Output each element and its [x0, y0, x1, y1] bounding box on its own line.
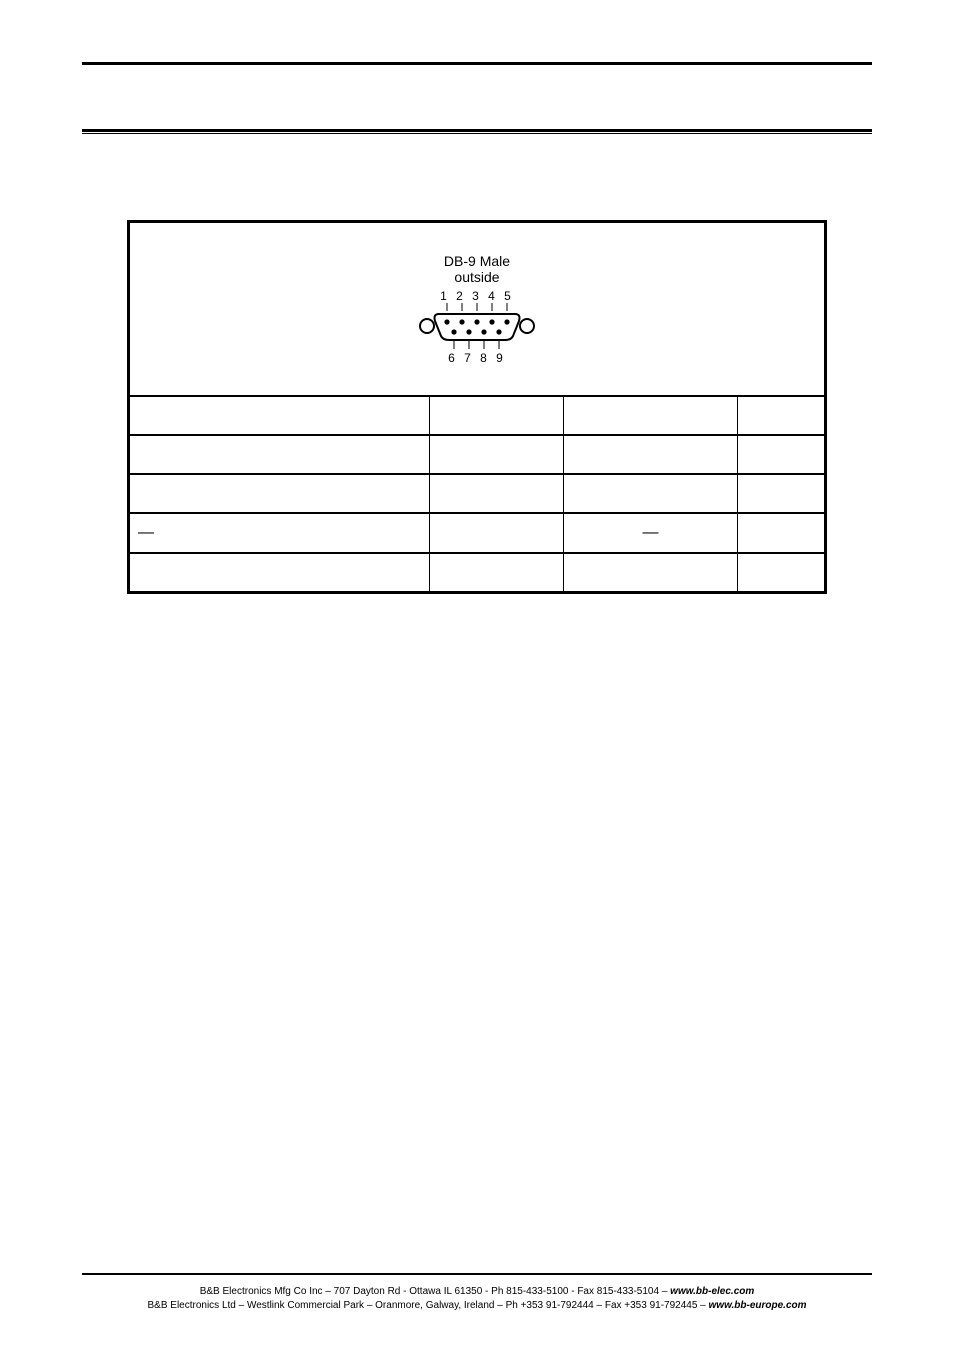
- table-row: — —: [130, 512, 824, 552]
- db9-pins-top: 1 2 3 4 5: [440, 289, 514, 303]
- cell-name: [130, 554, 430, 591]
- table-header-row: [130, 395, 824, 434]
- cell-name: [130, 475, 430, 512]
- db9-diagram-cell: DB-9 Male outside 1 2 3 4 5: [130, 223, 824, 395]
- cell-signal: [564, 436, 738, 473]
- cell-signal: [564, 475, 738, 512]
- cell-pin: [738, 475, 824, 512]
- footer-line1-url: www.bb-elec.com: [670, 1286, 754, 1297]
- table-row: [130, 473, 824, 512]
- db9-title: DB-9 Male outside: [444, 253, 510, 285]
- rule-top-2a: [82, 129, 872, 132]
- cell-name: [130, 436, 430, 473]
- cell-direction: [430, 475, 564, 512]
- db9-title-line2: outside: [454, 269, 499, 285]
- db9-pins-bottom: 6 7 8 9: [448, 351, 506, 365]
- rule-top-2b: [82, 133, 872, 134]
- cell-pin: [738, 554, 824, 591]
- cell-pin: [738, 514, 824, 552]
- pinout-table: DB-9 Male outside 1 2 3 4 5: [127, 220, 827, 594]
- db9-connector-icon: [417, 305, 537, 347]
- footer-rule: [82, 1273, 872, 1275]
- cell-pin: [738, 436, 824, 473]
- cell-direction: [430, 554, 564, 591]
- footer-line1-text: B&B Electronics Mfg Co Inc – 707 Dayton …: [200, 1286, 670, 1297]
- table-row: [130, 434, 824, 473]
- cell-signal: [564, 554, 738, 591]
- cell-name: —: [130, 514, 430, 552]
- footer-line2-url: www.bb-europe.com: [709, 1300, 807, 1311]
- db9-title-line1: DB-9 Male: [444, 253, 510, 269]
- col-direction: [430, 397, 564, 434]
- footer-line2-text: B&B Electronics Ltd – Westlink Commercia…: [147, 1300, 708, 1311]
- table-row: [130, 552, 824, 591]
- cell-direction: [430, 436, 564, 473]
- col-pin: [738, 397, 824, 434]
- cell-signal: —: [564, 514, 738, 552]
- page-footer: B&B Electronics Mfg Co Inc – 707 Dayton …: [82, 1273, 872, 1312]
- col-signal: [564, 397, 738, 434]
- col-name: [130, 397, 430, 434]
- cell-direction: [430, 514, 564, 552]
